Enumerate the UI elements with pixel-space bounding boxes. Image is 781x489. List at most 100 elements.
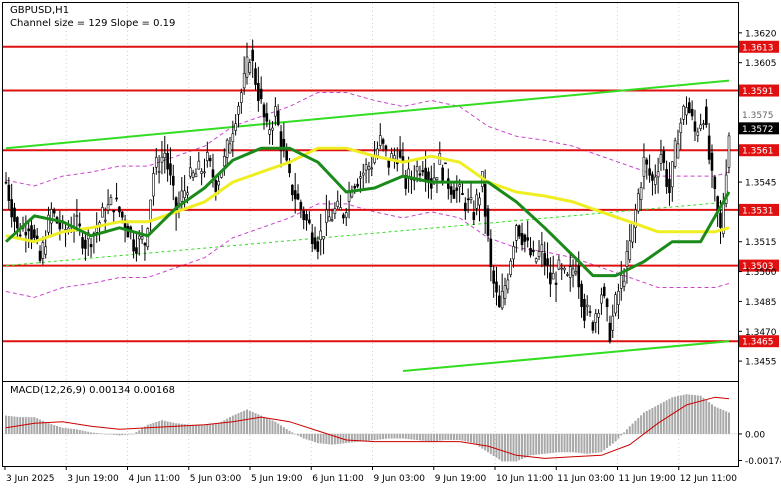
level-label: 1.3465	[742, 338, 774, 348]
macd-bar	[115, 433, 118, 436]
macd-bar	[70, 428, 73, 434]
candle-body	[520, 233, 524, 246]
candle-body	[631, 222, 634, 243]
channel-label: Channel size = 129 Slope = 0.19	[10, 18, 175, 29]
level-badge	[739, 335, 779, 348]
candle-body	[52, 209, 56, 214]
candle-body	[591, 322, 595, 331]
time-label: 9 Jun 19:00	[435, 474, 487, 484]
candle-body	[401, 156, 405, 162]
candle-body	[271, 127, 274, 131]
macd-bar	[631, 423, 634, 434]
ma-yellow-line	[5, 146, 730, 244]
candle-body	[154, 157, 158, 168]
candle-body	[710, 152, 714, 171]
candle-body	[276, 110, 280, 126]
candle-body	[16, 217, 19, 229]
macd-bar	[149, 423, 152, 434]
macd-bar	[192, 424, 195, 434]
macd-bar	[78, 429, 81, 434]
candle-body	[571, 268, 575, 276]
candle-body	[163, 152, 167, 158]
time-label: 11 Jun 19:00	[619, 474, 676, 484]
macd-bar	[662, 401, 665, 434]
candle-body	[310, 232, 314, 245]
time-label: 5 Jun 19:00	[251, 474, 303, 484]
candle-body	[364, 164, 368, 171]
macd-bar	[333, 433, 336, 445]
macd-bar	[44, 422, 47, 434]
macd-bar	[118, 433, 121, 436]
macd-bar	[104, 433, 107, 435]
macd-bar	[577, 433, 580, 453]
macd-bar	[526, 433, 529, 457]
price-tick-label: 1.3515	[745, 238, 777, 248]
macd-bar	[169, 422, 172, 434]
macd-bar	[574, 433, 577, 453]
macd-bar	[231, 415, 234, 434]
macd-bar	[580, 433, 583, 454]
macd-bar	[228, 417, 231, 434]
macd-bar	[523, 433, 526, 458]
candle-body	[512, 246, 515, 260]
macd-bar	[498, 433, 501, 460]
candle-body	[617, 290, 620, 305]
candle-body	[611, 315, 615, 331]
macd-bar	[350, 433, 353, 443]
candle-body	[435, 177, 439, 181]
level-badge	[739, 84, 779, 97]
candle-body	[455, 187, 459, 191]
candle-body	[642, 156, 646, 177]
candle-body	[367, 166, 371, 170]
candle-body	[293, 190, 297, 200]
macd-bar	[209, 424, 212, 434]
candle-body	[75, 215, 79, 217]
macd-bar	[319, 433, 322, 444]
candle-body	[424, 167, 427, 181]
macd-bar	[268, 419, 271, 434]
candle-body	[322, 236, 325, 240]
level-badge	[739, 203, 779, 216]
macd-bar	[710, 404, 713, 434]
candle-body	[291, 184, 294, 196]
candle-body	[217, 181, 220, 186]
candle-body	[605, 298, 609, 308]
macd-bar	[532, 433, 535, 456]
macd-bar	[469, 433, 472, 443]
macd-bar	[197, 424, 200, 434]
macd-bar	[112, 433, 115, 435]
candle-body	[370, 167, 374, 170]
candle-body	[137, 235, 141, 240]
candle-body	[206, 152, 209, 161]
candle-body	[234, 123, 237, 131]
candle-body	[30, 225, 33, 240]
candle-body	[628, 240, 632, 260]
macd-bar	[640, 415, 643, 434]
macd-bar	[240, 411, 243, 434]
candle-body	[608, 322, 612, 342]
macd-bar	[424, 433, 427, 441]
macd-bar	[475, 433, 478, 445]
macd-bar	[109, 433, 112, 435]
macd-tick-label: -0.00174	[745, 457, 781, 467]
time-label: 3 Jun 2025	[6, 474, 54, 484]
macd-bar	[183, 424, 186, 434]
macd-bar	[194, 424, 197, 434]
macd-bar	[30, 417, 33, 434]
macd-bar	[722, 410, 725, 434]
channel-lower-line	[402, 340, 730, 373]
candle-body	[645, 159, 649, 165]
macd-bar	[223, 420, 226, 434]
macd-bar	[728, 412, 730, 434]
candles	[4, 39, 731, 344]
time-label: 6 Jun 11:00	[312, 474, 364, 484]
candle-body	[361, 172, 365, 176]
candle-body	[265, 113, 269, 122]
channel-upper-line	[5, 79, 730, 150]
macd-bar	[75, 429, 78, 434]
candle-body	[673, 140, 677, 167]
candle-body	[543, 253, 547, 266]
macd-bar	[53, 425, 56, 434]
macd-bar	[543, 433, 546, 454]
candle-body	[188, 167, 192, 177]
